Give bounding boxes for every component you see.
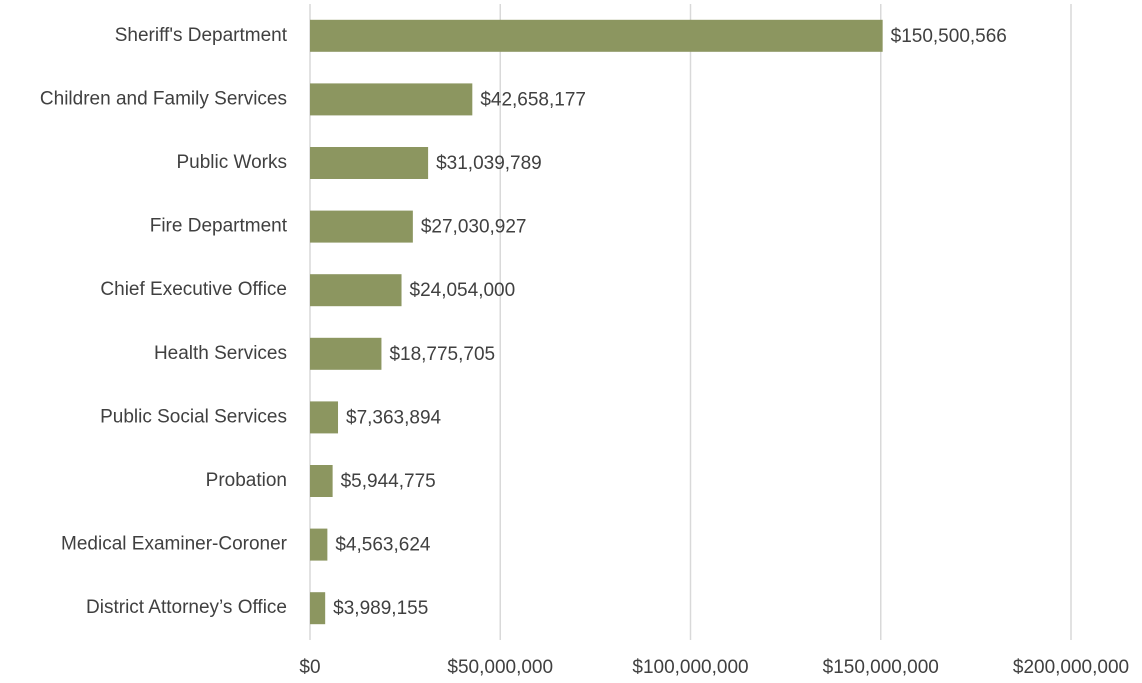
y-tick-label: Health Services — [154, 343, 287, 364]
value-label: $24,054,000 — [410, 280, 516, 301]
y-tick-label: District Attorney’s Office — [86, 597, 287, 618]
y-tick-label: Public Works — [176, 152, 287, 173]
value-label: $7,363,894 — [346, 407, 442, 428]
bar — [310, 19, 883, 52]
bar — [310, 401, 339, 434]
y-tick-label: Public Social Services — [100, 406, 287, 427]
value-label: $42,658,177 — [480, 89, 586, 110]
y-tick-label: Children and Family Services — [40, 88, 287, 109]
bar — [310, 465, 333, 497]
bar — [310, 210, 413, 243]
x-tick-label: $200,000,000 — [1013, 657, 1129, 678]
x-tick-label: $50,000,000 — [447, 657, 553, 678]
value-label: $5,944,775 — [341, 471, 436, 492]
x-tick-label: $100,000,000 — [632, 657, 748, 678]
value-label: $31,039,789 — [436, 153, 542, 174]
y-tick-label: Probation — [206, 470, 287, 491]
bar — [310, 83, 473, 116]
y-tick-label: Chief Executive Office — [100, 279, 287, 300]
value-label: $3,989,155 — [333, 598, 428, 619]
value-label: $18,775,705 — [389, 344, 495, 365]
bar — [310, 528, 328, 561]
bar — [310, 592, 326, 625]
bar — [310, 337, 382, 370]
value-label: $150,500,566 — [891, 26, 1007, 47]
y-tick-label: Medical Examiner-Coroner — [61, 534, 288, 555]
x-tick-label: $150,000,000 — [823, 657, 939, 678]
x-tick-label: $0 — [299, 657, 320, 678]
bar — [310, 274, 402, 307]
value-label: $4,563,624 — [335, 535, 431, 556]
bar — [310, 147, 429, 179]
y-tick-label: Sheriff's Department — [115, 25, 288, 46]
y-tick-label: Fire Department — [150, 216, 288, 237]
value-label: $27,030,927 — [421, 217, 527, 238]
